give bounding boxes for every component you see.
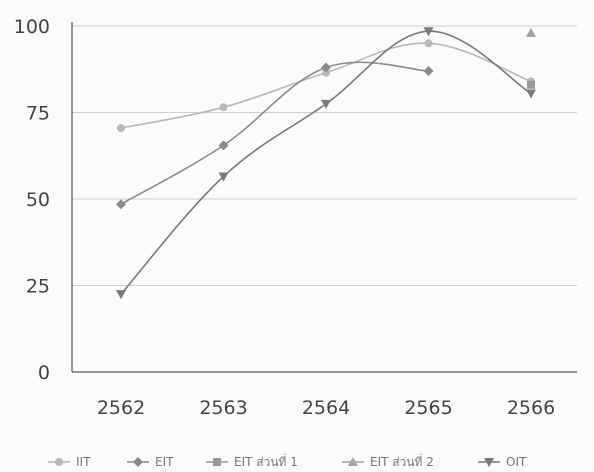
x-tick-label: 2562	[97, 397, 145, 419]
x-tick-label: 2563	[199, 397, 247, 419]
series-2	[527, 80, 535, 89]
series-line	[120, 42, 532, 129]
legend-label: IIT	[76, 455, 91, 469]
data-point	[526, 27, 536, 37]
legend-item: IIT	[48, 455, 91, 469]
data-point	[526, 89, 536, 99]
x-tick-label: 2565	[404, 397, 452, 419]
legend-label: EIT ส่วนที่ 2	[370, 453, 434, 469]
legend-item: EIT	[127, 455, 174, 469]
data-point	[116, 290, 126, 300]
y-tick-label: 100	[14, 16, 50, 38]
data-point	[527, 80, 535, 89]
legend-marker	[484, 458, 494, 467]
chart-tick-labels: 0 25 50 75 100 2562 2563 2564 2565 2566	[14, 16, 555, 419]
series-3	[526, 27, 536, 37]
legend-marker	[348, 457, 358, 466]
legend-item: OIT	[478, 455, 527, 469]
data-point	[116, 199, 126, 210]
y-tick-label: 50	[26, 189, 50, 211]
data-point	[423, 65, 434, 76]
series-0	[117, 39, 535, 133]
x-tick-label: 2566	[507, 397, 555, 419]
legend-marker	[133, 457, 143, 467]
data-point	[321, 62, 331, 73]
y-tick-label: 25	[26, 276, 50, 298]
chart-axes	[71, 22, 577, 373]
series-4	[116, 27, 536, 300]
legend-label: EIT ส่วนที่ 1	[234, 453, 298, 469]
data-point	[117, 124, 125, 133]
legend-label: EIT	[155, 455, 174, 469]
legend-item: EIT ส่วนที่ 2	[342, 453, 434, 469]
chart-grid	[72, 25, 577, 286]
series-1	[116, 61, 434, 210]
legend-marker	[213, 458, 221, 466]
data-point	[321, 99, 331, 109]
legend-item: EIT ส่วนที่ 1	[206, 453, 298, 469]
data-point	[219, 103, 228, 112]
legend-marker	[55, 458, 63, 466]
legend-label: OIT	[506, 455, 527, 469]
y-tick-label: 75	[26, 103, 50, 125]
series-line	[120, 61, 429, 205]
y-tick-label: 0	[38, 362, 50, 384]
data-point	[218, 172, 229, 182]
x-tick-label: 2564	[302, 397, 350, 419]
data-point	[423, 27, 434, 37]
data-point	[424, 39, 433, 48]
data-point	[218, 140, 229, 151]
data-point	[322, 68, 330, 77]
chart-series	[116, 27, 536, 300]
chart-legend: IIT EIT EIT ส่วนที่ 1 EIT ส่วนที่ 2 OIT	[48, 453, 527, 469]
